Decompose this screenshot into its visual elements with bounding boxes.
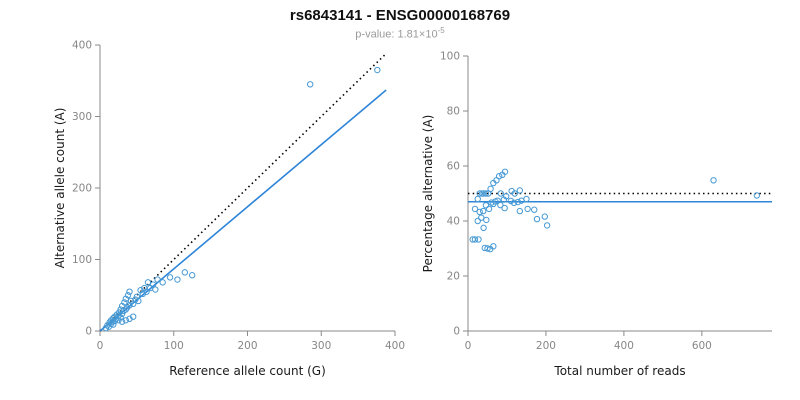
data-point bbox=[507, 197, 515, 205]
data-point bbox=[471, 205, 479, 213]
data-point bbox=[476, 190, 483, 197]
data-point bbox=[484, 245, 491, 252]
p-value-exponent: -5 bbox=[437, 26, 445, 35]
data-point bbox=[501, 204, 508, 212]
data-point bbox=[516, 187, 524, 194]
data-point bbox=[135, 297, 142, 305]
data-point bbox=[124, 292, 132, 299]
data-point bbox=[174, 276, 181, 283]
data-point bbox=[516, 207, 524, 215]
data-point bbox=[543, 222, 551, 229]
data-point bbox=[152, 286, 159, 293]
data-point bbox=[485, 205, 493, 213]
data-point bbox=[510, 199, 518, 207]
p-value-label: p-value: bbox=[355, 28, 398, 41]
data-point bbox=[144, 279, 152, 286]
data-point bbox=[474, 195, 481, 203]
left-scatter-plot: 0 100 200 300 400 0 100 200 300 400 Reference alle… bbox=[53, 40, 405, 379]
y-tick-label: 300 bbox=[72, 111, 92, 123]
data-point bbox=[374, 66, 381, 74]
data-point bbox=[480, 224, 487, 232]
chart-title: rs6843141 - ENSG00000168769 bbox=[289, 7, 511, 24]
data-point bbox=[476, 208, 483, 216]
data-point bbox=[495, 172, 503, 180]
x-tick-label: 200 bbox=[536, 340, 556, 352]
data-point bbox=[306, 81, 314, 88]
data-point bbox=[118, 318, 126, 325]
y-tick-label: 80 bbox=[447, 106, 460, 118]
data-point bbox=[483, 216, 490, 224]
y-tick-label: 20 bbox=[447, 271, 460, 283]
data-point bbox=[541, 213, 548, 220]
x-tick-label: 100 bbox=[164, 340, 184, 352]
data-point bbox=[110, 321, 117, 328]
data-point bbox=[502, 193, 510, 200]
x-tick-label: 0 bbox=[465, 340, 472, 352]
x-tick-label: 300 bbox=[311, 340, 331, 352]
y-axis-title: Alternative allele count (A) bbox=[53, 108, 67, 269]
data-point bbox=[121, 299, 128, 306]
data-point bbox=[471, 236, 479, 243]
x-axis-title: Reference allele count (G) bbox=[169, 364, 326, 378]
y-tick-label: 60 bbox=[447, 161, 460, 173]
x-tick-label: 400 bbox=[385, 340, 405, 352]
y-axis-title: Percentage alternative (A) bbox=[421, 115, 435, 273]
y-tick-label: 0 bbox=[85, 326, 92, 338]
data-point bbox=[117, 314, 124, 321]
data-point bbox=[480, 207, 487, 215]
data-point bbox=[181, 269, 189, 276]
chart-subtitle: p-value: 1.81×10-5 bbox=[0, 26, 800, 41]
data-point bbox=[154, 276, 161, 283]
y-tick-label: 200 bbox=[72, 183, 92, 195]
y-tick-label: 40 bbox=[447, 216, 460, 228]
x-tick-label: 0 bbox=[97, 340, 104, 352]
data-point bbox=[126, 288, 133, 295]
x-tick-label: 200 bbox=[237, 340, 257, 352]
data-point bbox=[143, 288, 150, 295]
data-point bbox=[524, 205, 531, 213]
data-point bbox=[188, 272, 196, 279]
data-point bbox=[122, 317, 130, 324]
y-tick-label: 100 bbox=[440, 51, 460, 63]
data-point bbox=[710, 177, 717, 184]
data-point bbox=[514, 198, 522, 206]
y-tick-label: 100 bbox=[72, 254, 92, 266]
y-tick-label: 400 bbox=[72, 40, 92, 52]
right-scatter-plot: 0 200 400 600 0 20 40 60 80 100 Total number of re… bbox=[421, 51, 772, 378]
regression-line bbox=[99, 89, 387, 332]
data-point bbox=[475, 236, 482, 243]
data-point bbox=[497, 201, 504, 209]
data-point bbox=[474, 217, 481, 225]
data-point bbox=[490, 243, 497, 250]
data-point bbox=[133, 293, 141, 300]
y-tick-label: 0 bbox=[453, 326, 460, 338]
data-point bbox=[511, 190, 518, 197]
data-point bbox=[166, 274, 174, 281]
data-point bbox=[523, 195, 530, 203]
data-point bbox=[129, 313, 137, 320]
data-point bbox=[501, 168, 509, 175]
data-point bbox=[531, 206, 538, 213]
data-point bbox=[482, 202, 490, 209]
data-point bbox=[494, 197, 501, 204]
p-value-base: 1.81×10 bbox=[397, 28, 438, 41]
data-point bbox=[478, 214, 485, 221]
x-tick-label: 400 bbox=[614, 340, 634, 352]
data-point bbox=[159, 279, 166, 286]
data-point bbox=[482, 190, 490, 197]
data-point bbox=[533, 215, 541, 223]
data-point bbox=[126, 302, 133, 309]
x-tick-label: 600 bbox=[692, 340, 712, 352]
data-point bbox=[497, 190, 504, 197]
data-point bbox=[480, 190, 487, 197]
data-point bbox=[753, 192, 760, 199]
x-axis-title: Total number of reads bbox=[553, 364, 685, 378]
data-point bbox=[487, 185, 494, 193]
